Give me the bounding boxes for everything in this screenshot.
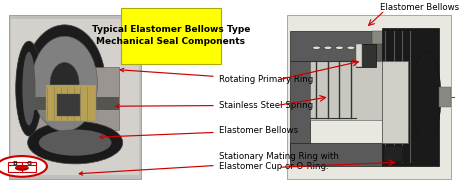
Bar bbox=[9, 15, 141, 179]
Text: B: B bbox=[12, 161, 17, 166]
Text: Rotating Primary Ring: Rotating Primary Ring bbox=[120, 68, 313, 84]
Text: Stainless Steel Spring: Stainless Steel Spring bbox=[116, 101, 313, 110]
Bar bbox=[11, 19, 139, 175]
Bar bbox=[121, 8, 221, 64]
Circle shape bbox=[312, 46, 320, 49]
Bar bbox=[382, 28, 439, 165]
Bar bbox=[290, 143, 382, 165]
Ellipse shape bbox=[24, 25, 106, 143]
Bar bbox=[57, 94, 81, 116]
Ellipse shape bbox=[411, 52, 441, 142]
Ellipse shape bbox=[39, 130, 111, 156]
Text: Elastomer Bellows: Elastomer Bellows bbox=[100, 126, 298, 139]
Bar bbox=[287, 15, 451, 179]
Bar bbox=[382, 61, 408, 143]
Circle shape bbox=[335, 46, 344, 49]
Circle shape bbox=[347, 46, 355, 49]
Bar bbox=[383, 146, 403, 162]
Bar bbox=[33, 67, 119, 130]
Circle shape bbox=[324, 46, 332, 49]
Ellipse shape bbox=[50, 62, 79, 105]
Bar bbox=[356, 45, 375, 67]
Bar bbox=[33, 97, 119, 110]
Wedge shape bbox=[15, 168, 29, 171]
Bar bbox=[439, 87, 451, 107]
Bar bbox=[372, 31, 408, 45]
Wedge shape bbox=[15, 165, 29, 168]
Bar bbox=[46, 85, 96, 121]
Ellipse shape bbox=[16, 41, 42, 136]
Bar bbox=[8, 162, 36, 171]
Ellipse shape bbox=[22, 52, 36, 125]
Bar bbox=[356, 45, 363, 67]
Bar bbox=[290, 31, 408, 61]
Ellipse shape bbox=[32, 36, 98, 131]
Text: G: G bbox=[27, 161, 31, 166]
Text: Stationary Mating Ring with
Elastomer Cup or O-Ring.: Stationary Mating Ring with Elastomer Cu… bbox=[79, 152, 338, 175]
Text: Typical Elastomer Bellows Type
Mechanical Seal Components: Typical Elastomer Bellows Type Mechanica… bbox=[91, 26, 250, 46]
Text: Elastomer Bellows: Elastomer Bellows bbox=[380, 3, 459, 12]
Bar bbox=[310, 61, 382, 120]
Bar bbox=[290, 61, 310, 159]
Ellipse shape bbox=[27, 121, 123, 164]
Circle shape bbox=[0, 156, 47, 177]
